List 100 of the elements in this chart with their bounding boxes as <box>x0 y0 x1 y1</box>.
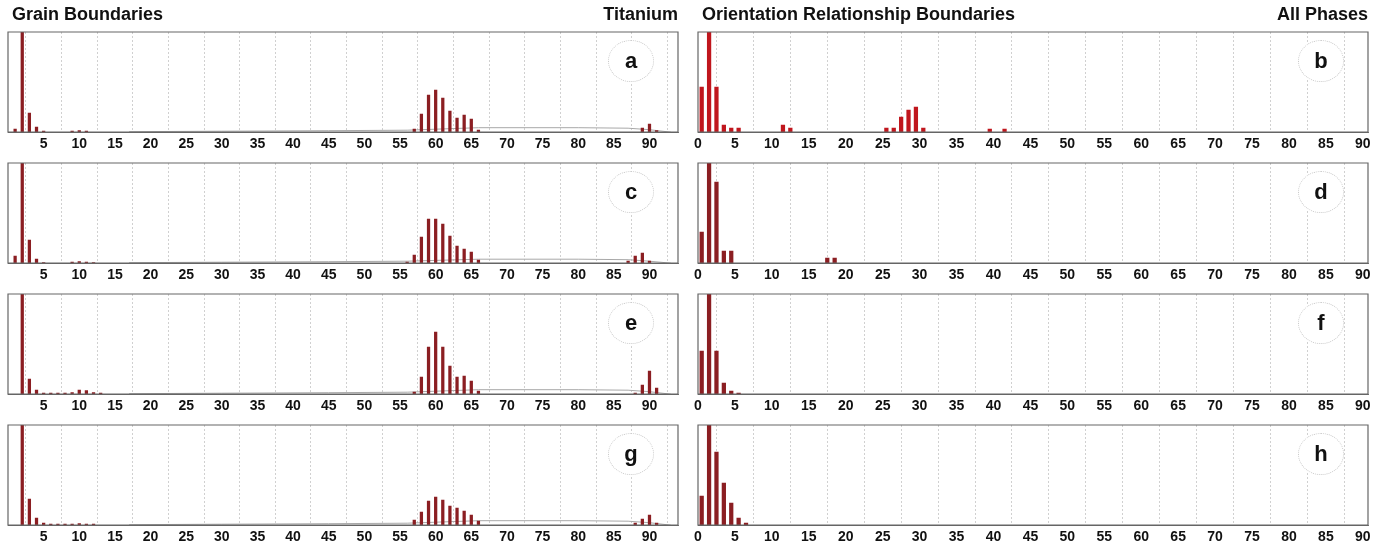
x-tick-label: 55 <box>392 397 409 414</box>
x-tick-label: 90 <box>641 528 658 545</box>
x-tick-label: 70 <box>1207 135 1224 152</box>
x-tick-label: 55 <box>392 528 409 545</box>
x-tick-label: 60 <box>1133 266 1150 283</box>
x-tick-label: 80 <box>1281 528 1297 545</box>
x-tick-label: 35 <box>948 135 965 152</box>
x-tick-label: 25 <box>178 266 195 283</box>
x-tick-label: 45 <box>1022 135 1039 152</box>
x-tick-label: 80 <box>1281 135 1297 152</box>
x-tick-label: 75 <box>1244 528 1261 545</box>
x-tick-label: 20 <box>837 528 854 545</box>
x-tick-label: 60 <box>427 266 444 283</box>
x-tick-label: 40 <box>985 528 1002 545</box>
x-tick-label: 40 <box>985 266 1002 283</box>
x-tick-label: 10 <box>71 135 88 152</box>
x-tick-label: 35 <box>249 266 266 283</box>
x-tick-label: 50 <box>356 135 373 152</box>
x-tick-label: 80 <box>1281 266 1297 283</box>
x-tick-label: 10 <box>71 528 88 545</box>
x-tick-label: 80 <box>570 135 587 152</box>
x-tick-label: 10 <box>764 135 780 152</box>
x-tick-label: 50 <box>1059 528 1076 545</box>
x-tick-label: 60 <box>1133 528 1150 545</box>
x-tick-label: 0 <box>694 266 703 283</box>
x-tick-label: 35 <box>948 528 965 545</box>
x-tick-label: 10 <box>71 397 88 414</box>
x-tick-label: 50 <box>1059 266 1076 283</box>
x-tick-label: 25 <box>178 397 195 414</box>
x-tick-label: 5 <box>39 397 48 414</box>
x-tick-label: 45 <box>1022 266 1039 283</box>
x-tick-label: 20 <box>142 135 159 152</box>
x-tick-label: 40 <box>285 135 302 152</box>
x-tick-label: 65 <box>463 266 480 283</box>
x-tick-label: 45 <box>320 135 337 152</box>
annotation: d <box>1298 171 1344 213</box>
x-tick-label: 65 <box>463 397 480 414</box>
x-tick-label: 20 <box>142 266 159 283</box>
x-tick-label: 45 <box>1022 397 1039 414</box>
x-tick-label: 30 <box>214 397 230 414</box>
x-tick-label: 65 <box>1170 528 1187 545</box>
x-tick-label: 60 <box>1133 397 1150 414</box>
x-tick-label: 60 <box>427 528 444 545</box>
x-tick-label: 20 <box>142 397 159 414</box>
x-tick-label: 85 <box>606 266 622 283</box>
x-tick-label: 45 <box>320 528 337 545</box>
x-tick-label: 80 <box>570 397 587 414</box>
x-tick-label: 75 <box>1244 397 1261 414</box>
x-tick-label: 85 <box>1318 266 1334 283</box>
x-tick-label: 15 <box>801 266 817 283</box>
x-tick-label: 50 <box>356 528 373 545</box>
x-tick-label: 70 <box>1207 266 1224 283</box>
x-tick-label: 0 <box>694 397 703 414</box>
annotation: c <box>608 171 654 213</box>
x-tick-label: 85 <box>606 135 622 152</box>
x-tick-label: 50 <box>356 266 373 283</box>
x-tick-label: 85 <box>606 528 622 545</box>
x-tick-label: 75 <box>1244 135 1261 152</box>
x-tick-label: 90 <box>641 135 658 152</box>
x-tick-label: 0 <box>694 528 703 545</box>
x-tick-label: 40 <box>985 135 1002 152</box>
x-tick-label: 15 <box>801 397 817 414</box>
x-tick-label: 5 <box>39 528 48 545</box>
x-tick-label: 45 <box>320 397 337 414</box>
annotation: e <box>608 302 654 344</box>
x-tick-label: 90 <box>641 397 658 414</box>
chart-title: Orientation Relationship Boundaries <box>702 4 1016 25</box>
x-tick-label: 80 <box>1281 397 1297 414</box>
x-tick-label: 10 <box>764 528 780 545</box>
x-tick-label: 70 <box>499 135 515 152</box>
x-tick-label: 15 <box>107 135 123 152</box>
x-tick-label: 15 <box>107 397 123 414</box>
x-tick-label: 55 <box>1096 135 1113 152</box>
x-tick-label: 40 <box>285 397 302 414</box>
x-tick-label: 70 <box>1207 397 1224 414</box>
x-tick-label: 20 <box>142 528 159 545</box>
x-tick-label: 55 <box>1096 528 1113 545</box>
x-tick-label: 50 <box>1059 135 1076 152</box>
x-tick-label: 25 <box>874 397 891 414</box>
x-tick-label: 45 <box>1022 528 1039 545</box>
x-tick-label: 5 <box>731 266 740 283</box>
x-tick-label: 75 <box>534 528 551 545</box>
x-tick-label: 75 <box>534 397 551 414</box>
x-tick-label: 15 <box>801 135 817 152</box>
x-tick-label: 55 <box>392 135 409 152</box>
x-tick-label: 60 <box>427 397 444 414</box>
chart-title: Grain Boundaries <box>12 4 164 25</box>
x-tick-label: 65 <box>1170 397 1187 414</box>
x-tick-label: 10 <box>764 397 780 414</box>
x-tick-label: 90 <box>1355 135 1371 152</box>
x-tick-label: 10 <box>71 266 88 283</box>
x-tick-label: 65 <box>1170 135 1187 152</box>
x-tick-label: 25 <box>874 528 891 545</box>
x-tick-label: 5 <box>731 397 740 414</box>
annotation: g <box>608 433 654 475</box>
x-tick-label: 70 <box>499 266 515 283</box>
x-tick-label: 90 <box>1355 266 1371 283</box>
x-tick-label: 85 <box>1318 135 1334 152</box>
x-tick-label: 90 <box>1355 397 1371 414</box>
x-tick-label: 30 <box>911 397 928 414</box>
